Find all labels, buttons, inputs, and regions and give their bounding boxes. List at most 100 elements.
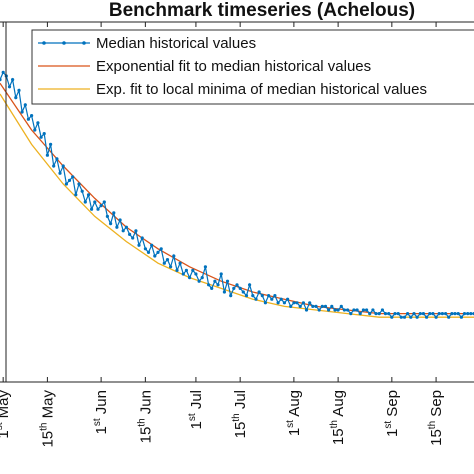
data-point (175, 268, 179, 272)
data-point (99, 204, 103, 208)
data-point (64, 182, 68, 186)
data-point (301, 301, 305, 305)
data-point (115, 225, 119, 229)
x-tick-label: 15th Sep (427, 390, 445, 446)
x-tick-label: 15th May (38, 390, 56, 448)
data-point (0, 78, 2, 82)
data-point (434, 315, 438, 319)
data-point (83, 200, 87, 204)
data-point (399, 315, 403, 319)
legend-label-1: Median historical values (96, 35, 256, 52)
data-point (219, 272, 223, 276)
data-point (222, 290, 226, 294)
data-point (298, 304, 302, 308)
data-point (289, 304, 293, 308)
fit-lines (0, 82, 474, 318)
data-point (238, 286, 242, 290)
data-point (317, 308, 321, 312)
data-point (314, 304, 318, 308)
data-point (361, 308, 365, 312)
data-point (333, 308, 337, 312)
data-point (159, 247, 163, 251)
data-point (292, 301, 296, 305)
data-point (421, 312, 425, 316)
data-point (49, 142, 53, 146)
data-point (131, 236, 135, 240)
data-point (260, 294, 264, 298)
data-point (20, 110, 24, 114)
data-point (67, 178, 72, 182)
x-tick-label: 1st May (0, 390, 12, 439)
data-point (428, 312, 432, 316)
legend-label-3: Exp. fit to local minima of median histo… (96, 81, 427, 98)
data-point (393, 312, 397, 316)
series-line-1 (0, 71, 474, 319)
data-point (150, 243, 154, 247)
x-tick-label: 15th Jun (136, 390, 154, 443)
data-point (469, 312, 473, 316)
data-point (146, 250, 151, 254)
x-tick-label: 1st Sep (383, 390, 401, 437)
data-point (327, 308, 331, 312)
data-point (248, 283, 252, 287)
data-point (216, 283, 220, 287)
chart-title: Benchmark timeseries (Achelous) (109, 0, 415, 21)
data-point (431, 312, 435, 316)
data-point (30, 114, 34, 118)
data-point (128, 232, 132, 236)
data-point (112, 211, 116, 215)
data-point (444, 312, 448, 316)
data-point (308, 301, 312, 305)
data-point (225, 279, 230, 283)
data-point (42, 132, 46, 136)
data-point (134, 229, 138, 233)
data-point (402, 315, 407, 319)
data-point (191, 268, 195, 272)
data-point (7, 85, 12, 89)
data-point (1, 70, 5, 74)
data-point (342, 308, 346, 312)
data-point (387, 312, 391, 316)
data-point (282, 301, 286, 305)
data-point (93, 200, 97, 204)
data-point (377, 312, 381, 316)
data-point (257, 290, 261, 294)
data-point (36, 121, 40, 125)
data-point (466, 312, 470, 316)
data-point (304, 308, 309, 312)
data-point (276, 301, 280, 305)
data-point (396, 312, 400, 316)
data-point (456, 312, 460, 316)
data-point (459, 315, 463, 319)
data-point (273, 294, 277, 298)
data-point (52, 164, 56, 168)
data-point (437, 312, 441, 316)
data-point (77, 182, 81, 186)
data-point (80, 189, 84, 193)
data-point (365, 308, 369, 312)
legend-box (31, 29, 474, 105)
data-point (203, 265, 207, 269)
data-point (197, 279, 201, 283)
x-ticks: 1st May 15th May 1st Jun 15th Jun 1st Jul 15t… (0, 22, 445, 448)
data-point (232, 286, 236, 290)
data-point (169, 265, 173, 269)
x-tick-label: 1st Jun (92, 390, 110, 434)
data-point (270, 297, 274, 301)
x-tick-label: 1st Jul (187, 390, 205, 429)
data-point (55, 157, 59, 161)
data-point (339, 304, 343, 308)
data-point (137, 243, 141, 247)
data-point (172, 254, 176, 258)
data-point (440, 312, 444, 316)
legend-items: Median historical values Exponential fit … (38, 35, 427, 98)
data-point (58, 171, 62, 175)
data-point (311, 304, 315, 308)
data-point (118, 218, 122, 222)
data-point (74, 193, 78, 197)
data-point (96, 207, 100, 211)
data-point (210, 286, 214, 290)
legend-swatch-dot (42, 41, 46, 45)
data-point (39, 135, 43, 139)
